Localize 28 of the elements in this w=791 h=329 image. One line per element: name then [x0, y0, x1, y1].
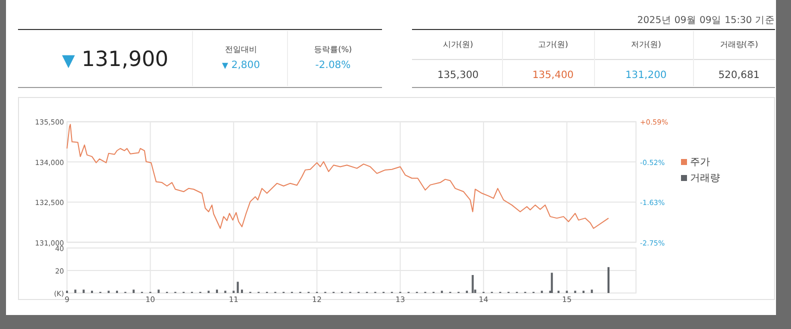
text: -2.08%: [315, 60, 351, 71]
bar: [132, 290, 135, 293]
text: 시가(원): [442, 40, 474, 49]
text: 131,200: [625, 70, 667, 81]
legend-label: 거래량: [690, 173, 720, 184]
text: 135,400: [532, 70, 574, 81]
bar: [472, 275, 474, 293]
bar: [608, 267, 610, 293]
legend-label: 주가: [690, 157, 710, 168]
text: 고가(원): [538, 40, 568, 49]
text: 520,681: [718, 70, 760, 81]
bar: [236, 282, 239, 293]
bar: [216, 290, 218, 293]
text: ▼ 131,900: [62, 47, 168, 71]
text: 전일대비: [225, 45, 257, 54]
text: 135,300: [437, 70, 479, 81]
text: 저가(원): [630, 40, 662, 49]
bar: [82, 290, 85, 293]
bar: [158, 290, 160, 293]
bar: [550, 272, 553, 293]
text: 2025년 09월 09일 15:30 기준: [637, 15, 775, 26]
line-series: [66, 124, 610, 229]
bar: [74, 290, 76, 293]
text: ▼ 2,800: [222, 60, 260, 71]
text: 거래량(주): [720, 40, 758, 49]
bar: [240, 290, 243, 293]
bar: [590, 290, 593, 293]
text: 등락률(%): [314, 45, 352, 54]
